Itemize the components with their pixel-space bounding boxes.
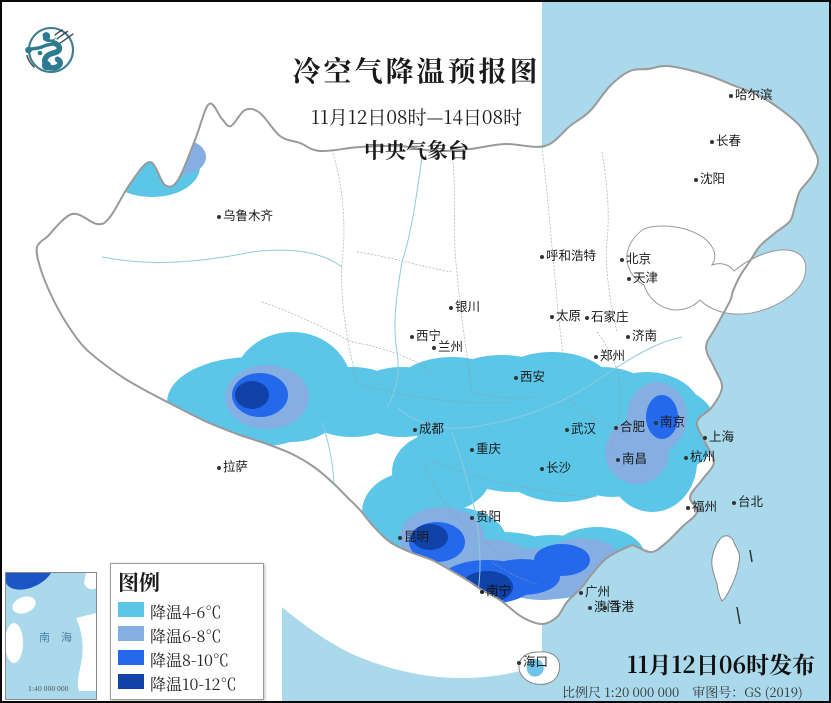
svg-text:南 海: 南 海 [39, 629, 72, 645]
svg-text:1:40 000 000: 1:40 000 000 [28, 684, 69, 694]
